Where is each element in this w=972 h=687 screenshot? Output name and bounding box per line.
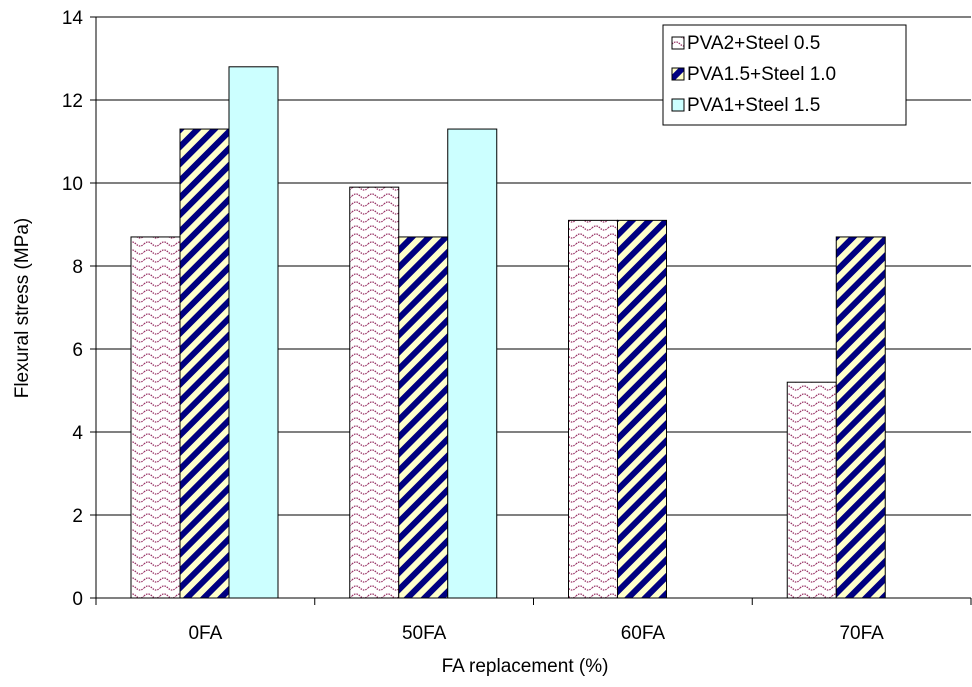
bar-series-3-50fa xyxy=(447,128,498,599)
y-tick-label: 6 xyxy=(72,340,83,361)
y-tick-label: 2 xyxy=(72,506,83,527)
x-tick-label: 0FA xyxy=(188,623,222,644)
bar-series-1-60fa xyxy=(568,219,618,599)
bars xyxy=(130,66,886,599)
x-axis-label: FA replacement (%) xyxy=(442,656,609,677)
legend: PVA2+Steel 0.5 PVA1.5+Steel 1.0 PVA1+Ste… xyxy=(662,24,907,126)
axes xyxy=(90,16,972,605)
x-tick-label: 70FA xyxy=(839,623,884,644)
y-tick-label: 8 xyxy=(72,257,83,278)
bar-series-2-70fa xyxy=(835,236,886,599)
y-tick-label: 4 xyxy=(72,423,83,444)
y-tick-label: 0 xyxy=(72,589,83,610)
bar-series-3-0fa xyxy=(228,66,279,599)
y-tick-label: 12 xyxy=(62,91,83,112)
bar-series-1-70fa xyxy=(786,381,837,599)
bar-series-2-50fa xyxy=(398,236,449,599)
legend-label-series-3: PVA1+Steel 1.5 xyxy=(687,95,820,116)
x-tick-label: 60FA xyxy=(621,623,666,644)
bar-series-1-0fa xyxy=(130,236,181,599)
legend-swatch-series-2 xyxy=(671,67,685,81)
y-tick-label: 10 xyxy=(62,174,83,195)
x-tick-label: 50FA xyxy=(402,623,447,644)
bar-series-1-50fa xyxy=(349,186,400,599)
legend-swatch-series-1 xyxy=(671,36,685,50)
tick-labels: 0 2 4 6 8 10 12 14 0FA 50FA 60FA 70FA xyxy=(62,8,884,644)
legend-swatch-series-3 xyxy=(671,98,685,112)
legend-label-series-1: PVA2+Steel 0.5 xyxy=(687,33,820,54)
bar-series-2-0fa xyxy=(179,128,230,599)
legend-box xyxy=(662,24,907,126)
y-axis-label: Flexural stress (MPa) xyxy=(12,218,33,399)
y-tick-label: 14 xyxy=(62,8,84,29)
legend-label-series-2: PVA1.5+Steel 1.0 xyxy=(687,64,836,85)
bar-series-2-60fa xyxy=(617,219,667,599)
